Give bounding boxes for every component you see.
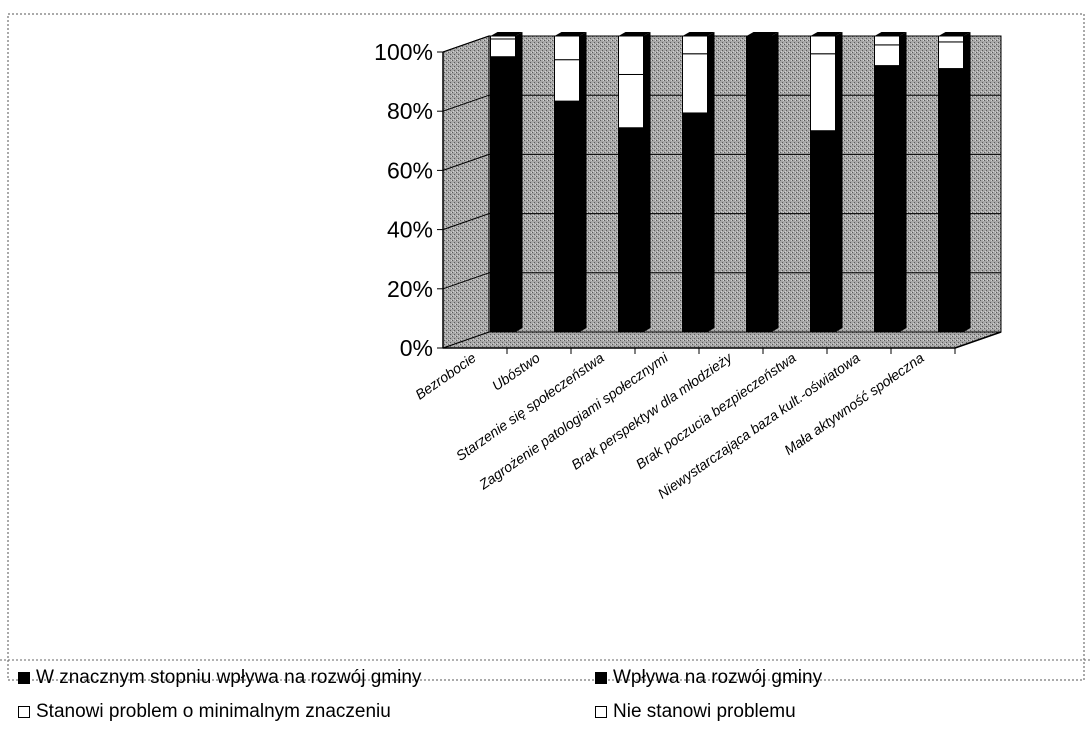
x-axis-depth-line	[954, 331, 1002, 349]
bar-segment	[490, 38, 516, 58]
bar-side	[899, 32, 907, 332]
bar-segment	[682, 53, 708, 114]
bar-side	[835, 32, 843, 332]
bar-top	[618, 32, 651, 36]
legend: W znacznym stopniu wpływa na rozwój gmin…	[18, 667, 1078, 735]
legend-swatch-2	[595, 672, 607, 684]
bar-segment	[554, 59, 580, 102]
bar-side	[579, 32, 587, 332]
bar-segment	[938, 35, 964, 43]
y-tick-label: 100%	[374, 39, 433, 65]
legend-item-2: Wpływa na rozwój gminy	[595, 667, 822, 689]
bar-top	[490, 32, 523, 36]
y-tick-label: 20%	[387, 276, 433, 302]
bar-segment	[618, 35, 644, 75]
legend-label-2: Wpływa na rozwój gminy	[613, 667, 823, 688]
bar-segment	[938, 68, 964, 333]
bar-side	[963, 32, 971, 332]
y-tick-label: 40%	[387, 217, 433, 243]
bar-segment	[938, 41, 964, 70]
bar-segment	[682, 35, 708, 55]
category-label: Ubóstwo	[489, 349, 543, 393]
bar-segment	[810, 130, 836, 333]
y-tick-label: 0%	[400, 335, 433, 361]
bar-top	[746, 32, 779, 36]
bar-top	[810, 32, 843, 36]
legend-label-3: Stanowi problem o minimalnym znaczeniu	[36, 701, 391, 722]
chart-side-wall	[442, 35, 490, 349]
bar-side	[643, 32, 651, 332]
bar-segment	[618, 127, 644, 333]
y-tick-label: 80%	[387, 98, 433, 124]
bar-segment	[682, 112, 708, 333]
bar-segment	[554, 35, 580, 61]
gridline-depth	[442, 272, 490, 290]
bar-top	[554, 32, 587, 36]
legend-item-3: Stanowi problem o minimalnym znaczeniu	[18, 701, 391, 723]
legend-label-4: Nie stanowi problemu	[613, 701, 796, 722]
bar-top	[682, 32, 715, 36]
gridline-depth	[442, 94, 490, 112]
bar-side	[707, 32, 715, 332]
plot-area-border	[7, 13, 1085, 681]
bar-segment	[810, 53, 836, 132]
gridline-depth	[442, 153, 490, 171]
bar-segment	[874, 35, 900, 46]
bar-segment	[874, 65, 900, 333]
bar-side	[515, 32, 523, 332]
gridline-depth	[442, 213, 490, 231]
chart-floor	[442, 331, 1002, 349]
bar-segment	[746, 35, 772, 333]
bar-segment	[490, 56, 516, 333]
bar-segment	[490, 35, 516, 40]
gridline-depth	[442, 35, 490, 53]
y-tick-label: 60%	[387, 157, 433, 183]
bar-top	[874, 32, 907, 36]
bar-segment	[554, 100, 580, 333]
bar-segment	[874, 44, 900, 67]
legend-item-1: W znacznym stopniu wpływa na rozwój gmin…	[18, 667, 421, 689]
legend-item-4: Nie stanowi problemu	[595, 701, 796, 723]
legend-label-1: W znacznym stopniu wpływa na rozwój gmin…	[36, 667, 422, 688]
legend-swatch-1	[18, 672, 30, 684]
bar-side	[771, 32, 779, 332]
legend-swatch-3	[18, 706, 30, 718]
bar-segment	[810, 35, 836, 55]
bar-top	[938, 32, 971, 36]
legend-swatch-4	[595, 706, 607, 718]
bar-segment	[618, 73, 644, 129]
